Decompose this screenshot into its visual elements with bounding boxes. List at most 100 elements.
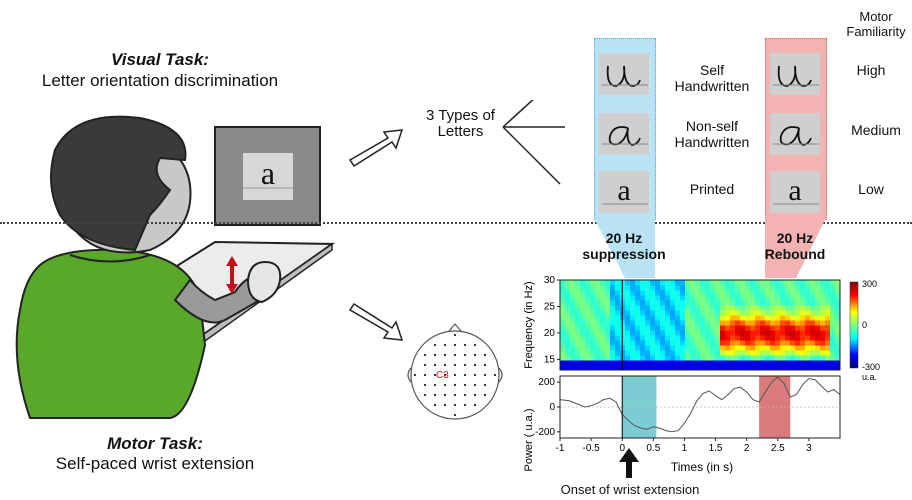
electrode-dot: [463, 353, 467, 357]
electrode-dot: [483, 393, 487, 397]
heatmap-ytick: 15: [544, 354, 556, 365]
power-ylabel: Power ( u.a.): [523, 409, 535, 472]
non-self-handwritten-tile: [599, 113, 820, 155]
electrode-dot: [463, 343, 467, 347]
electrode-dot: [453, 403, 457, 407]
electrode-dot: [423, 393, 427, 397]
stimulus-letter: a: [260, 155, 276, 191]
colorbar: [849, 281, 859, 369]
onset-arrow-icon: [619, 448, 639, 478]
time-xtick: 1: [682, 443, 688, 454]
participant-illustration: [15, 115, 336, 419]
electrode-dot: [453, 343, 457, 347]
electrode-dot: [473, 393, 477, 397]
electrode-dot: [453, 353, 457, 357]
suppression-band-taper: [594, 218, 655, 278]
electrode-dot: [453, 383, 457, 387]
heatmap-ytick: 20: [544, 328, 556, 339]
electrode-dot: [473, 343, 477, 347]
time-xtick: -1: [556, 443, 565, 454]
electrode-dot: [443, 383, 447, 387]
flow-arrows: [348, 100, 565, 341]
electrode-dot: [413, 373, 417, 377]
colorbar-tick: -300: [862, 362, 880, 372]
colorbar-tick: 300: [862, 279, 877, 289]
electrode-dot: [463, 403, 467, 407]
electrode-dot: [483, 363, 487, 367]
hair: [50, 115, 187, 252]
electrode-dot: [463, 383, 467, 387]
electrode-dot: [443, 403, 447, 407]
colorbar-tick: 0: [862, 320, 867, 330]
electrode-dot: [453, 333, 457, 337]
electrode-dot: [453, 393, 457, 397]
suppression-window: [622, 376, 657, 438]
heatmap-ylabel: Frequency (in Hz): [523, 281, 535, 368]
time-xtick: 2.5: [771, 443, 785, 454]
electrode-dot: [443, 363, 447, 367]
motor-task-title: Motor Task:: [107, 434, 203, 453]
electrode-dot: [473, 403, 477, 407]
printed-tile: [599, 171, 820, 213]
familiarity-header: Motor Familiarity: [846, 9, 906, 39]
electrode-dot: [433, 373, 437, 377]
time-xtick: -0.5: [582, 443, 600, 454]
printed-letter-right: a: [788, 174, 802, 207]
time-frequency-chart: 15 20 25 30 200 0 -200-1 -0.5 0 0.5 1 1.5 2 2.5 3 300…: [523, 275, 880, 474]
electrode-dot: [443, 353, 447, 357]
shirt: [15, 248, 207, 419]
power-ytick: 200: [538, 377, 555, 388]
outline-arrow-icon: [348, 129, 404, 168]
letter-type-nonself: Non-self Handwritten: [674, 118, 750, 150]
power-ytick: -200: [535, 427, 555, 438]
electrode-dot: [423, 373, 427, 377]
electrode-dot: [453, 363, 457, 367]
familiarity-high: High: [856, 62, 886, 78]
familiarity-medium: Medium: [851, 122, 901, 138]
visual-task-subtitle: Letter orientation discrimination: [41, 71, 279, 90]
electrode-dot: [473, 373, 477, 377]
hand: [246, 260, 282, 304]
familiarity-low: Low: [858, 181, 884, 197]
visual-task-title: Visual Task:: [111, 50, 209, 69]
letter-types-label: 3 Types of Letters: [426, 107, 495, 140]
electrode-dot: [423, 363, 427, 367]
electrode-dot: [433, 393, 437, 397]
outline-arrow-icon: [348, 302, 404, 341]
electrode-dot: [483, 383, 487, 387]
motor-task-subtitle: Self-paced wrist extension: [55, 454, 255, 473]
heatmap-frame: [559, 279, 841, 371]
self-handwritten-tile: [599, 53, 820, 95]
time-xtick: 1.5: [709, 443, 723, 454]
electrode-dot: [423, 353, 427, 357]
letter-type-printed: Printed: [689, 181, 735, 197]
electrode-dot: [473, 353, 477, 357]
rebound-label: 20 Hz Rebound: [764, 230, 826, 262]
printed-letter-left: a: [617, 174, 631, 207]
time-xtick: 0: [619, 443, 625, 454]
electrode-dot: [483, 353, 487, 357]
section-divider: [0, 222, 912, 224]
electrode-dot: [493, 373, 497, 377]
time-xlabel: Times (in s): [671, 460, 733, 474]
electrode-dot: [423, 383, 427, 387]
wrist-motion-arrow-icon: [226, 256, 238, 294]
heatmap-ytick: 25: [544, 301, 556, 312]
time-xtick: 0.5: [646, 443, 660, 454]
electrode-dot: [483, 373, 487, 377]
electrode-dot: [433, 343, 437, 347]
monitor: [214, 126, 321, 226]
onset-label: Onset of wrist extension: [560, 482, 700, 497]
electrode-dot: [443, 343, 447, 347]
letter-type-self: Self Handwritten: [674, 62, 750, 94]
electrode-dot: [453, 413, 457, 417]
electrode-dot: [463, 373, 467, 377]
power-ytick: 0: [549, 402, 555, 413]
electrode-dot: [433, 403, 437, 407]
power-line: [559, 376, 841, 433]
electrode-dot: [433, 383, 437, 387]
electrode-dot: [453, 373, 457, 377]
letter-tiles: [599, 53, 820, 213]
time-xtick: 2: [744, 443, 750, 454]
electrode-dot: [473, 383, 477, 387]
